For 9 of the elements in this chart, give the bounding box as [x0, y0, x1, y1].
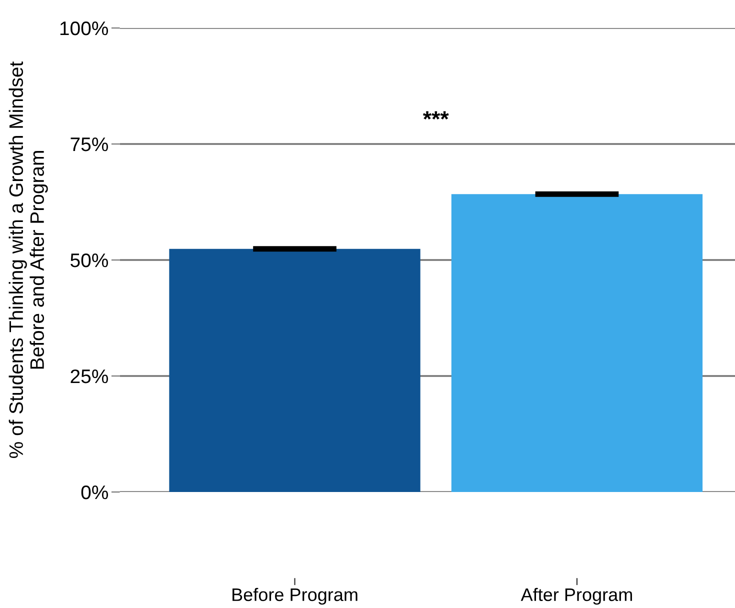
x-tick-label: After Program	[520, 588, 632, 605]
annotation: ***	[422, 111, 449, 120]
y-tick-label: 75%	[70, 138, 108, 152]
x-tick-label: Before Program	[232, 588, 358, 605]
y-axis-title: % of Students Thinking with a Growth Mindset Before and After Program	[8, 61, 48, 458]
y-tick-label: 25%	[70, 369, 108, 384]
y-tick-label: 100%	[60, 21, 108, 36]
y-tick-label: 0%	[81, 485, 108, 500]
y-tick-label: 50%	[70, 253, 108, 268]
